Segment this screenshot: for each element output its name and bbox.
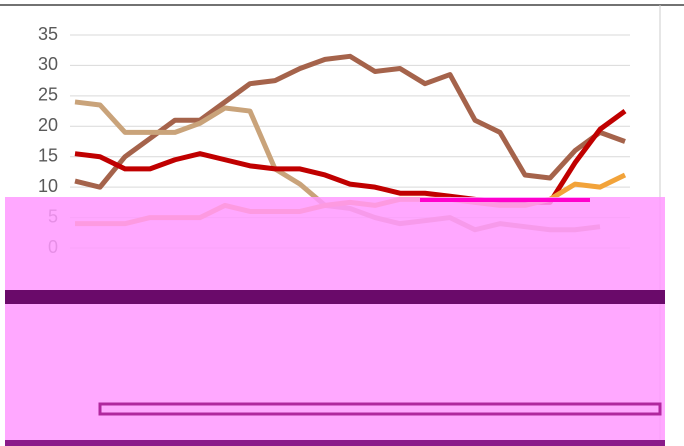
glitch-band bbox=[5, 290, 665, 304]
y-tick-label: 35 bbox=[38, 24, 58, 44]
series-line bbox=[74, 53, 626, 190]
pink-overlay bbox=[5, 197, 665, 446]
glitch-overlay bbox=[5, 197, 665, 446]
y-tick-label: 10 bbox=[38, 176, 58, 196]
y-tick-label: 30 bbox=[38, 54, 58, 74]
glitch-band bbox=[98, 402, 662, 416]
glitch-band bbox=[5, 440, 665, 446]
y-tick-label: 25 bbox=[38, 85, 58, 105]
y-tick-label: 15 bbox=[38, 145, 58, 165]
y-tick-label: 20 bbox=[38, 115, 58, 135]
